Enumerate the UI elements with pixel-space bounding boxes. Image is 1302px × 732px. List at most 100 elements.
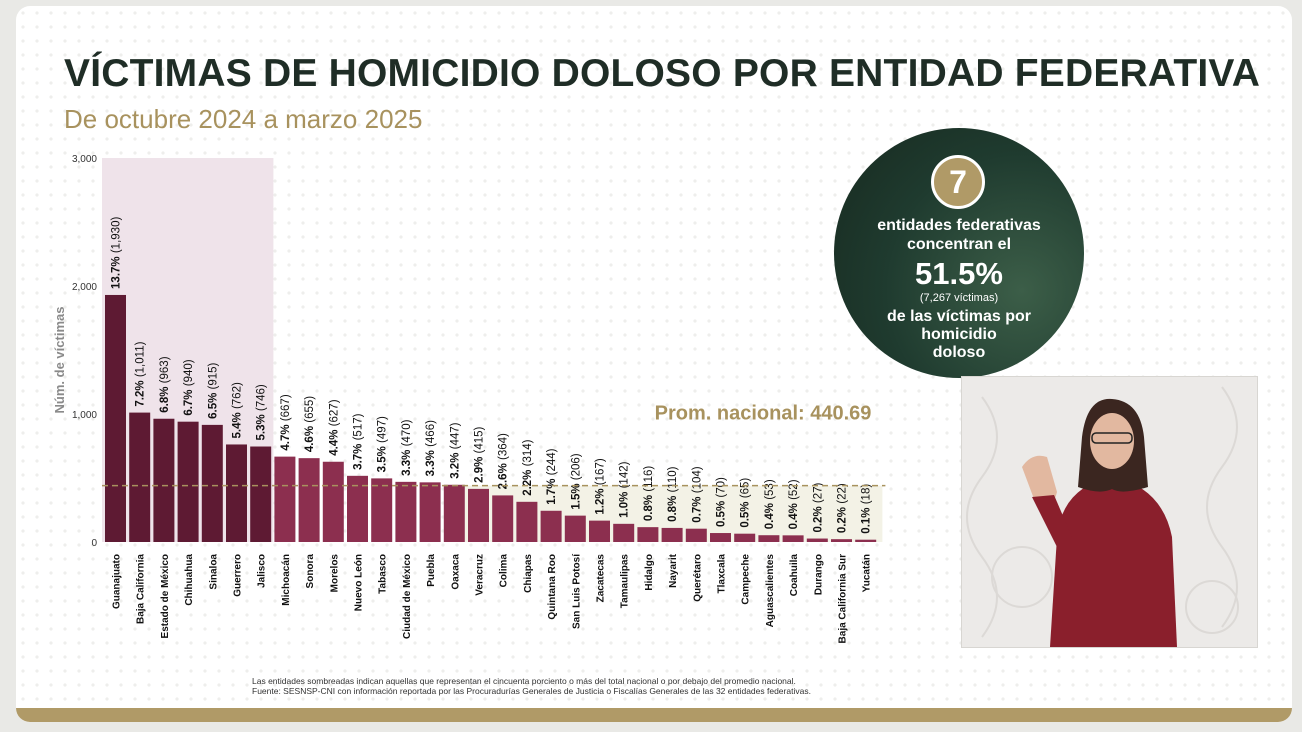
y-tick-label: 1,000	[72, 410, 97, 421]
category-label: Sinaloa	[208, 554, 219, 590]
category-label: Sonora	[305, 554, 316, 589]
data-label-percent: 3.3%	[425, 447, 437, 476]
data-label-count: (517)	[353, 413, 365, 440]
bar-29	[806, 538, 828, 542]
data-label-count: (1,011)	[135, 341, 147, 377]
data-label-percent: 6.7%	[183, 386, 195, 415]
data-label: 2.9% (415)	[474, 426, 486, 482]
bar-9	[322, 461, 344, 542]
data-label-count: (53)	[764, 479, 776, 500]
category-label: Baja California	[136, 554, 147, 624]
bar-22	[637, 527, 659, 542]
data-label-percent: 4.4%	[328, 426, 340, 455]
data-label-count: (167)	[595, 458, 607, 485]
bar-24	[685, 528, 707, 542]
data-label-percent: 6.5%	[207, 389, 219, 418]
data-label-count: (1,930)	[111, 217, 123, 254]
data-label: 3.3% (470)	[401, 419, 413, 475]
category-label: Zacatecas	[596, 554, 607, 603]
bar-26	[734, 533, 756, 542]
data-label-count: (18)	[861, 484, 873, 505]
data-label-count: (762)	[232, 382, 244, 409]
data-label-percent: 0.4%	[764, 500, 776, 529]
category-label: Tlaxcala	[717, 554, 728, 594]
data-label-count: (116)	[643, 466, 655, 492]
bar-28	[782, 535, 804, 542]
data-label-percent: 4.7%	[280, 421, 292, 450]
data-label: 0.2% (27)	[812, 483, 824, 533]
data-label: 4.4% (627)	[328, 399, 340, 455]
data-label: 2.6% (364)	[498, 433, 510, 489]
bar-7	[274, 456, 296, 542]
bar-30	[831, 539, 852, 542]
bar-0	[105, 294, 126, 542]
sign-language-interpreter-video	[961, 376, 1258, 648]
category-label: Oaxaca	[450, 554, 461, 590]
data-label-percent: 0.7%	[691, 493, 703, 522]
category-label: Chihuahua	[184, 554, 195, 606]
data-label-percent: 2.6%	[498, 460, 510, 489]
data-label: 0.8% (110)	[667, 466, 679, 522]
y-axis-label: Núm. de víctimas	[52, 307, 67, 414]
bar-27	[758, 535, 780, 542]
category-label: Coahuila	[789, 554, 800, 597]
category-label: Michoacán	[281, 554, 292, 606]
bar-5	[226, 444, 247, 542]
data-label-count: (470)	[401, 419, 413, 446]
bar-13	[419, 482, 441, 542]
data-label: 6.7% (940)	[183, 359, 195, 415]
data-label-count: (65)	[740, 478, 752, 499]
bar-8	[298, 458, 320, 542]
category-label: Baja California Sur	[838, 554, 849, 644]
data-label-percent: 13.7%	[111, 253, 123, 289]
data-label-count: (940)	[183, 359, 195, 386]
callout-line1: entidades federativas	[877, 217, 1041, 234]
data-label: 0.4% (52)	[788, 479, 800, 529]
data-label-percent: 1.7%	[546, 475, 558, 504]
data-label: 0.8% (116)	[643, 466, 655, 522]
data-label-count: (915)	[207, 362, 219, 389]
category-label: Ciudad de México	[402, 554, 413, 639]
data-label: 5.4% (762)	[232, 382, 244, 438]
category-label: San Luis Potosí	[571, 553, 582, 629]
data-label-count: (104)	[691, 466, 703, 493]
data-label-percent: 3.7%	[353, 440, 365, 469]
data-label-count: (206)	[570, 453, 582, 480]
data-label-count: (364)	[498, 433, 510, 460]
data-label: 6.5% (915)	[207, 362, 219, 418]
data-label-count: (22)	[837, 483, 849, 504]
category-label: Colima	[499, 554, 510, 588]
data-label-percent: 0.4%	[788, 500, 800, 529]
data-label: 0.5% (65)	[740, 478, 752, 528]
category-label: Guerrero	[233, 554, 244, 597]
data-label-count: (70)	[716, 477, 728, 498]
summary-callout: 7 entidades federativas concentran el 51…	[834, 128, 1084, 378]
data-label: 3.3% (466)	[425, 420, 437, 476]
y-tick-label: 3,000	[72, 154, 97, 165]
data-label: 3.7% (517)	[353, 413, 365, 469]
data-label-percent: 0.5%	[740, 498, 752, 527]
data-label-percent: 0.2%	[837, 504, 849, 533]
category-label: Estado de México	[160, 554, 171, 638]
data-label-count: (447)	[449, 422, 461, 449]
data-label: 7.2% (1,011)	[135, 341, 147, 406]
bar-11	[371, 478, 393, 542]
slide: VÍCTIMAS DE HOMICIDIO DOLOSO POR ENTIDAD…	[16, 6, 1292, 722]
data-label-count: (655)	[304, 396, 316, 423]
data-label: 0.1% (18)	[861, 484, 873, 534]
bar-16	[492, 495, 514, 542]
data-label: 0.5% (70)	[716, 477, 728, 527]
data-label-percent: 1.5%	[570, 480, 582, 509]
category-label: Campeche	[741, 554, 752, 605]
bar-4	[201, 424, 223, 542]
bar-chart: 0 1,000 2,000 3,000 Núm. de víctimas 13.7% (1…	[52, 154, 886, 644]
interpreter-glasses	[1091, 432, 1133, 444]
footnote: Las entidades sombreadas indican aquella…	[252, 676, 1092, 696]
y-tick-label: 0	[91, 538, 97, 549]
data-label-count: (52)	[788, 479, 800, 500]
callout-detail: (7,267 víctimas)	[919, 292, 999, 304]
category-label: Yucatán	[862, 554, 873, 592]
data-label-percent: 1.2%	[595, 485, 607, 514]
category-label: Puebla	[426, 554, 437, 587]
bar-2	[153, 418, 175, 542]
